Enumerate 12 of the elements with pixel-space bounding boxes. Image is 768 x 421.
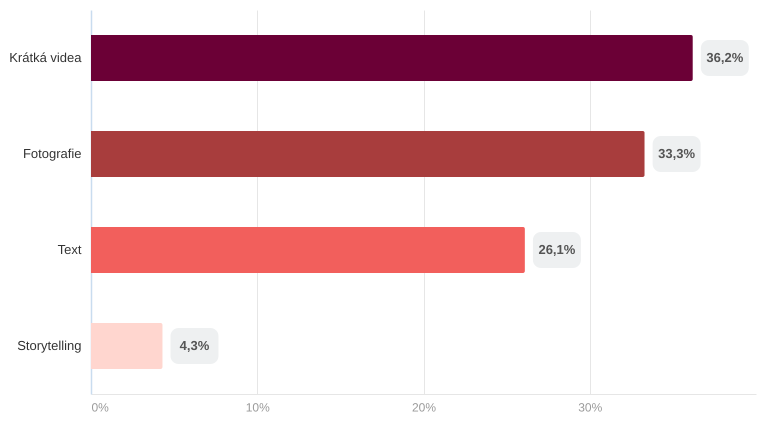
x-tick-label: 10% <box>246 400 270 414</box>
y-tick-label: Krátká videa <box>9 50 82 65</box>
data-label: 4,3% <box>180 338 210 353</box>
y-tick-label: Storytelling <box>17 338 82 353</box>
y-tick-label: Text <box>58 242 82 257</box>
data-label: 26,1% <box>538 242 576 257</box>
x-tick-label: 20% <box>412 400 436 414</box>
data-label: 36,2% <box>706 50 744 65</box>
y-tick-label: Fotografie <box>22 146 82 161</box>
x-tick-label: 30% <box>578 400 603 414</box>
data-label: 33,3% <box>658 146 696 161</box>
x-tick-label: 0% <box>92 400 110 414</box>
